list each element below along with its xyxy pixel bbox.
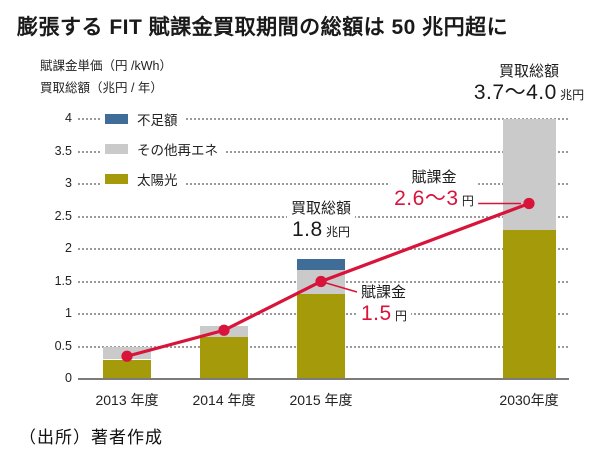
- deficit-swatch-icon: [105, 114, 128, 124]
- bar-2030-solar: [502, 230, 556, 379]
- legend-item-solar: 太陽光: [101, 168, 184, 190]
- annotation-total-2015-value: 1.8: [291, 218, 323, 241]
- annotation-total-2015-unit: 兆円: [326, 225, 351, 239]
- ytick-label-3.5: 3.5: [54, 143, 72, 158]
- annotation-levy-2030: 賦課金 2.6～3 円: [390, 168, 478, 212]
- bar-2030-other_renewables: [502, 119, 556, 231]
- chart-title: 膨張する FIT 賦課金買取期間の総額は 50 兆円超に: [17, 16, 509, 39]
- annotation-total-2030: 買取総額 3.7～4.0 兆円: [469, 62, 589, 106]
- bar-2015-deficit: [297, 258, 345, 270]
- gridline-3.5: [78, 150, 568, 153]
- legend-item-other-renewables: その他再エネ: [101, 138, 224, 160]
- xtick-label-2030: 2030年度: [499, 392, 559, 408]
- annotation-total-2030-label: 買取総額: [498, 63, 559, 80]
- bar-2013-other_renewables: [103, 347, 151, 360]
- bar-2013-solar: [103, 359, 151, 379]
- legend-label-solar: 太陽光: [137, 173, 178, 188]
- bar-2014-other_renewables: [200, 325, 248, 337]
- other-renewables-swatch-icon: [105, 144, 128, 154]
- ytick-label-1: 1: [65, 306, 72, 320]
- legend-label-deficit: 不足額: [137, 113, 178, 128]
- annotation-total-2015: 買取総額 1.8 兆円: [286, 199, 356, 243]
- annotation-levy-2030-value: 2.6～3: [394, 187, 459, 210]
- annotation-levy-2015-label: 賦課金: [361, 284, 407, 301]
- annotation-total-2015-label: 買取総額: [290, 200, 352, 217]
- ytick-label-1.5: 1.5: [54, 273, 72, 288]
- annotation-total-2030-unit: 兆円: [560, 88, 585, 102]
- y-axis-unit-total: 買取総額（兆円 / 年）: [40, 81, 163, 95]
- legend: 不足額 その他再エネ 太陽光: [101, 108, 224, 198]
- xtick-label-2014: 2014 年度: [192, 392, 256, 408]
- xtick-label-2013: 2013 年度: [95, 392, 159, 408]
- gridline-3: [78, 183, 568, 185]
- ytick-label-4: 4: [65, 111, 72, 125]
- bar-2015-solar: [297, 293, 345, 379]
- ytick-label-0.5: 0.5: [54, 338, 72, 353]
- ytick-label-2: 2: [65, 241, 72, 255]
- annotation-levy-2015-unit: 円: [395, 309, 408, 323]
- ytick-label-2.5: 2.5: [54, 208, 72, 223]
- bar-2014-solar: [200, 336, 248, 379]
- source-note: （出所）著者作成: [19, 428, 163, 447]
- annotation-levy-2015: 賦課金 1.5 円: [357, 283, 412, 327]
- annotation-levy-2030-label: 賦課金: [411, 169, 457, 186]
- gridline-2: [78, 248, 568, 250]
- y-axis-unit-levy: 賦課金単価（円 /kWh）: [40, 59, 172, 73]
- x-axis-line: [78, 378, 569, 380]
- gridline-4: [78, 118, 568, 120]
- bar-2015-other_renewables: [297, 269, 345, 294]
- ytick-label-0: 0: [65, 371, 72, 385]
- ytick-label-3: 3: [65, 176, 72, 190]
- annotation-levy-2030-unit: 円: [461, 194, 474, 208]
- annotation-total-2030-value: 3.7～4.0: [473, 81, 557, 104]
- xtick-label-2015: 2015 年度: [289, 392, 353, 408]
- legend-item-deficit: 不足額: [101, 108, 184, 130]
- solar-swatch-icon: [105, 174, 128, 184]
- legend-label-other-renewables: その他再エネ: [137, 143, 218, 158]
- annotation-levy-2015-value: 1.5: [361, 302, 392, 325]
